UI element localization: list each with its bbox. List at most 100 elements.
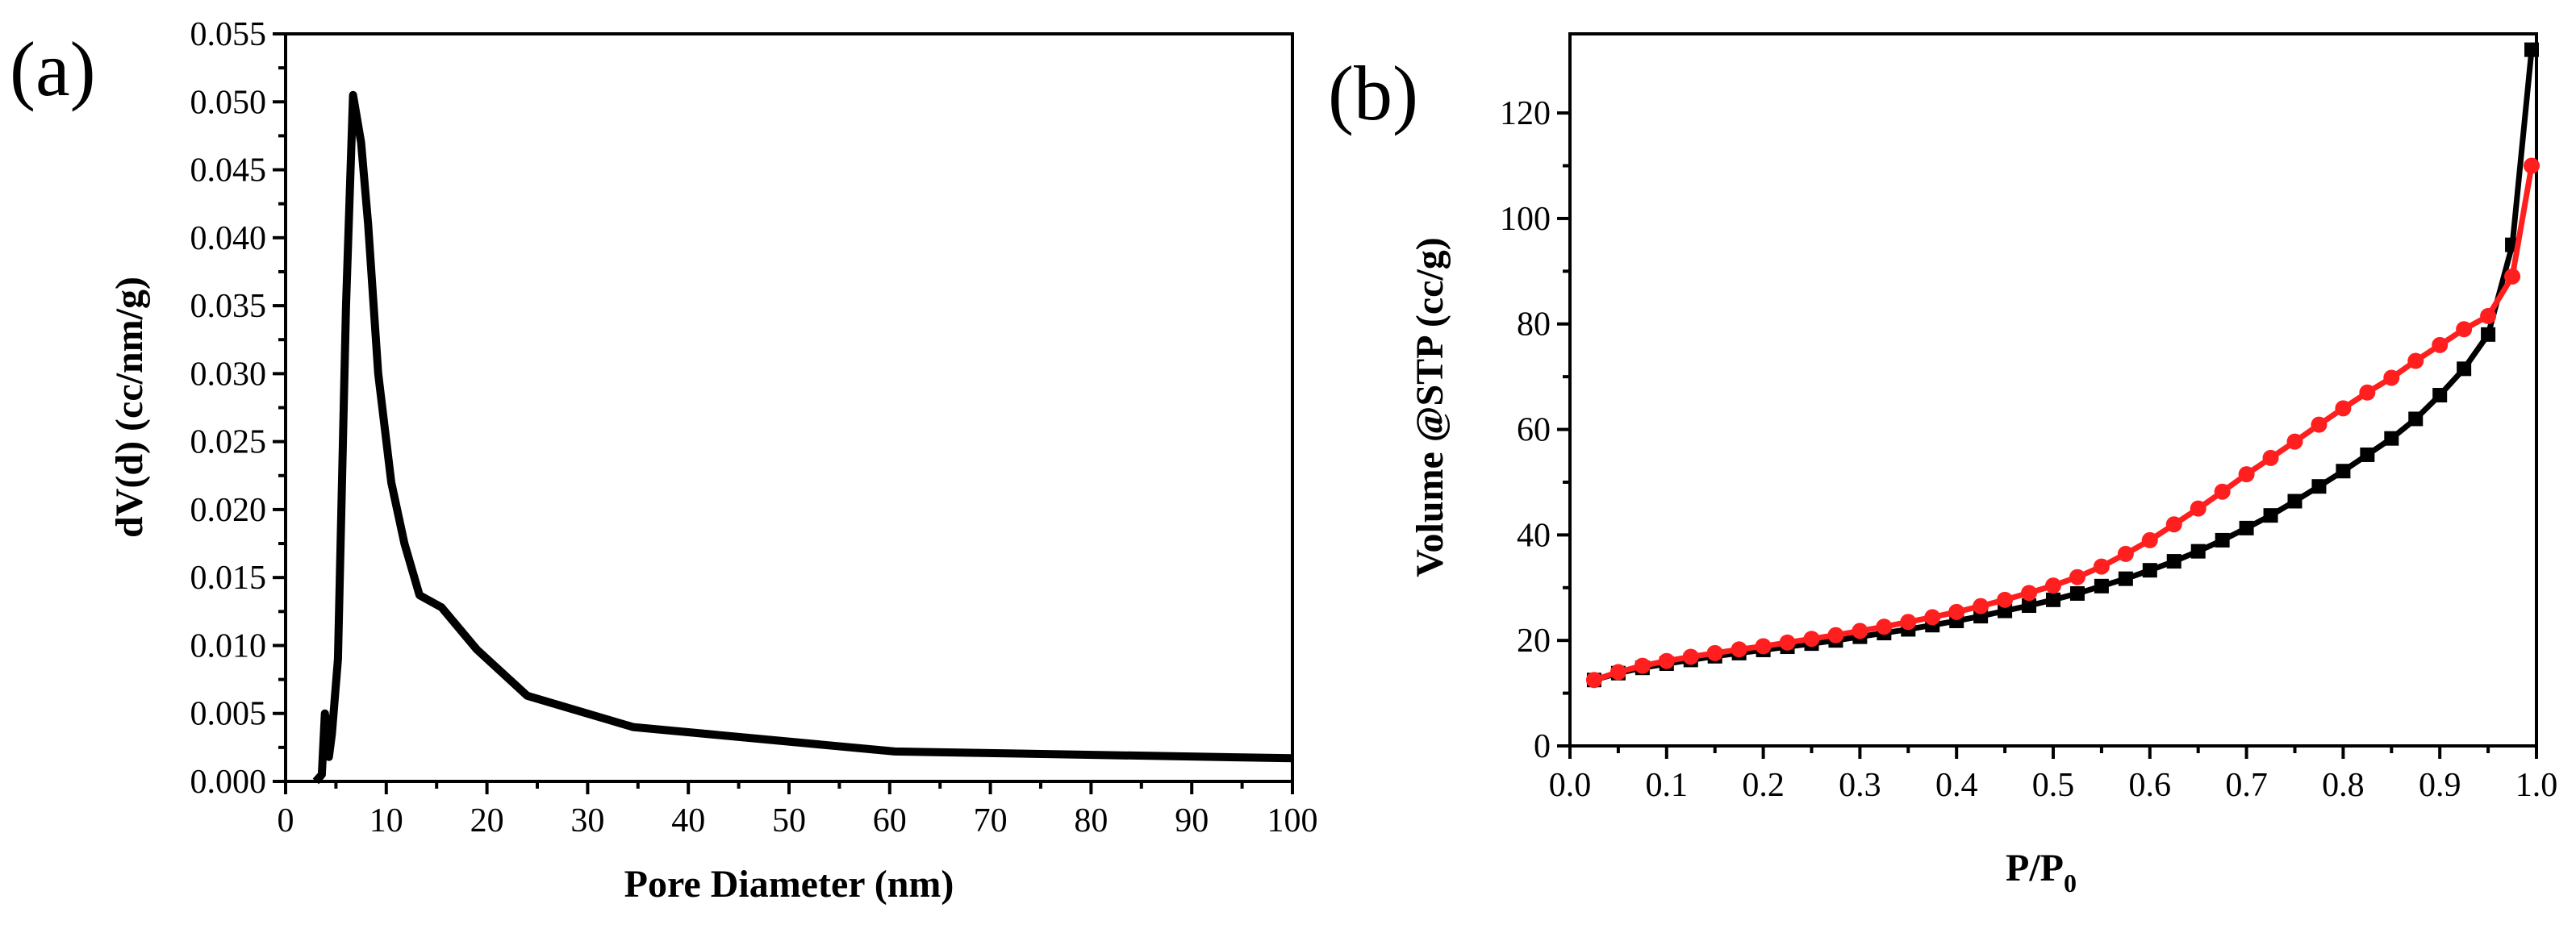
x-tick-label: 0	[278, 802, 294, 839]
data-point-circle	[2238, 466, 2255, 483]
x-tick-label: 10	[369, 802, 403, 839]
data-point-circle	[1827, 627, 1844, 644]
panel-b-label: (b)	[1328, 50, 1418, 136]
x-tick-label: 0.5	[2032, 767, 2075, 804]
data-point-circle	[1900, 614, 1917, 631]
data-point-square	[2336, 464, 2351, 479]
data-point-circle	[1803, 631, 1820, 648]
panel-a-x-ticks: 0 10 20 30 40 50 60 70 80 90 100	[278, 781, 1318, 839]
x-tick-label: 0.4	[1935, 767, 1978, 804]
data-point-square	[2408, 411, 2424, 427]
x-tick-label: 0.2	[1742, 767, 1785, 804]
data-point-circle	[2335, 400, 2352, 417]
y-tick-label: 120	[1500, 95, 1551, 132]
data-point-circle	[2021, 585, 2038, 602]
y-tick-label: 0.055	[190, 16, 267, 53]
y-tick-label: 0.050	[190, 84, 267, 121]
x-tick-label: 80	[1074, 802, 1108, 839]
data-point-square	[2215, 532, 2230, 548]
data-point-square	[2239, 520, 2254, 535]
data-point-circle	[2311, 416, 2328, 433]
panel-a-chart: (a) 0 10 20 30 40 50 60 70 80 90 100 0.0000.0050.0…	[10, 16, 1318, 906]
data-point-circle	[1609, 664, 1626, 681]
data-point-circle	[2432, 336, 2449, 353]
data-point-circle	[2524, 157, 2541, 174]
panel-b-x-axis-title-main: P/P	[2006, 847, 2064, 889]
data-point-square	[2481, 327, 2496, 342]
data-point-circle	[2262, 449, 2279, 466]
data-point-circle	[2407, 352, 2424, 369]
x-tick-label: 90	[1175, 802, 1209, 839]
y-tick-label: 100	[1500, 201, 1551, 238]
data-point-circle	[2045, 577, 2061, 594]
data-point-square	[2094, 578, 2109, 594]
data-point-circle	[1706, 644, 1723, 661]
y-tick-label: 60	[1517, 412, 1551, 449]
data-point-circle	[2383, 369, 2400, 386]
data-point-square	[2190, 544, 2206, 559]
y-tick-label: 0	[1534, 728, 1551, 765]
x-tick-label: 0.3	[1839, 767, 1881, 804]
panel-a-y-ticks: 0.000 0.005 0.010 0.015 0.020 0.025 0.030 0.035…	[190, 16, 286, 801]
data-point-square	[2287, 494, 2303, 509]
x-tick-label: 40	[671, 802, 705, 839]
data-point-square	[2384, 431, 2399, 446]
data-point-circle	[1973, 598, 1989, 614]
x-tick-label: 0.6	[2129, 767, 2172, 804]
data-point-circle	[2214, 483, 2231, 500]
data-point-circle	[2359, 384, 2376, 401]
panel-b-x-axis-title: P/P0	[2006, 847, 2077, 898]
data-point-square	[2263, 508, 2278, 523]
data-point-circle	[1876, 619, 1893, 635]
data-point-square	[2524, 42, 2540, 57]
y-tick-label: 20	[1517, 623, 1551, 660]
data-point-square	[2069, 585, 2085, 601]
data-point-circle	[1658, 652, 1675, 669]
data-point-circle	[1924, 609, 1941, 626]
data-point-circle	[1997, 591, 2014, 608]
panel-a-x-axis-title: Pore Diameter (nm)	[624, 863, 954, 906]
panel-b-y-ticks: 0 20 40 60 80 100 120	[1500, 95, 1570, 765]
y-tick-label: 0.045	[190, 152, 267, 190]
y-tick-label: 0.015	[190, 560, 267, 597]
data-point-square	[2046, 592, 2060, 607]
x-tick-label: 70	[974, 802, 1008, 839]
x-tick-label: 0.1	[1646, 767, 1689, 804]
x-tick-label: 30	[570, 802, 604, 839]
data-point-square	[2457, 361, 2472, 377]
x-tick-label: 50	[772, 802, 806, 839]
data-point-square	[2118, 571, 2133, 586]
y-tick-label: 0.000	[190, 764, 267, 801]
data-point-circle	[2117, 545, 2134, 562]
data-point-circle	[2480, 307, 2497, 324]
series-line-desorption	[1593, 165, 2535, 683]
panel-b-y-axis-title: Volume @STP (cc/g)	[1409, 237, 1451, 577]
x-tick-label: 0.7	[2225, 767, 2268, 804]
x-tick-label: 0.8	[2322, 767, 2365, 804]
x-tick-label: 100	[1267, 802, 1318, 839]
data-point-square	[2360, 447, 2375, 462]
panel-a-series	[312, 90, 1293, 785]
panel-b-series	[1585, 42, 2541, 689]
data-point-circle	[1682, 648, 1699, 665]
data-point-circle	[2141, 531, 2158, 548]
data-point-square	[2166, 554, 2181, 569]
data-point-circle	[2190, 500, 2207, 517]
data-point-circle	[1585, 672, 1602, 689]
panel-a-y-axis-title: dV(d) (cc/nm/g)	[108, 277, 151, 538]
y-tick-label: 80	[1517, 306, 1551, 344]
data-point-circle	[2286, 433, 2303, 450]
data-point-circle	[1634, 657, 1651, 674]
y-tick-label: 0.040	[190, 220, 267, 257]
series-line-adsorption	[1593, 49, 2535, 683]
y-tick-label: 0.010	[190, 627, 267, 664]
data-point-circle	[1948, 603, 1965, 620]
panel-b-x-axis-title-subscript: 0	[2064, 868, 2077, 898]
data-point-circle	[2456, 321, 2473, 338]
data-point-square	[2432, 388, 2448, 403]
y-tick-label: 0.025	[190, 424, 267, 461]
data-point-circle	[1852, 623, 1868, 639]
data-point-circle	[2165, 516, 2182, 533]
data-point-circle	[2069, 569, 2085, 585]
